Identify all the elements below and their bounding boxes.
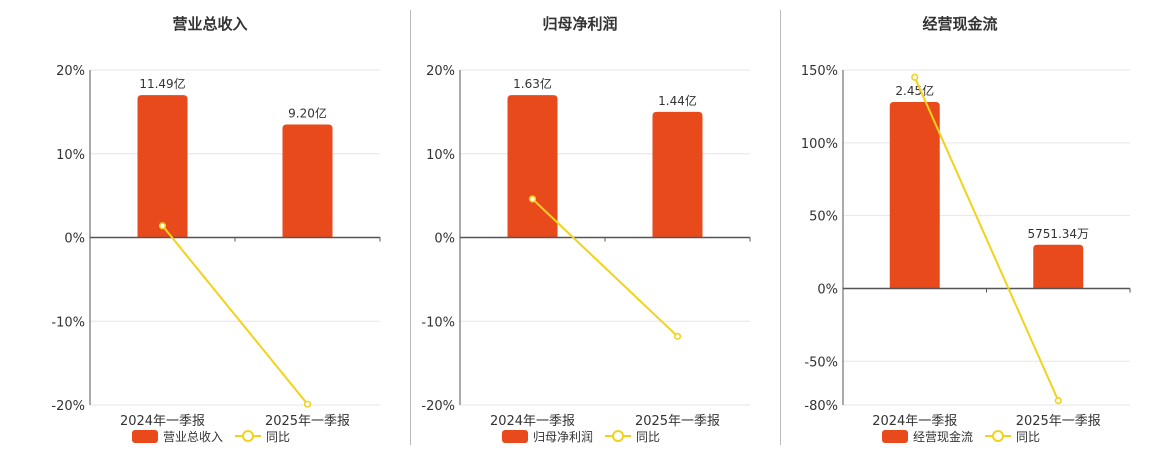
y-tick-label: -10% [421, 315, 455, 330]
x-tick-label: 2024年一季报 [120, 414, 205, 429]
yoy-line [161, 225, 309, 405]
bar-value-label: 2.45亿 [895, 83, 934, 98]
bar [137, 95, 188, 238]
bar [1033, 244, 1084, 289]
y-tick-label: 50% [809, 210, 838, 225]
legend-line-label: 同比 [636, 430, 660, 444]
yoy-point [158, 222, 167, 230]
y-tick-label: 0% [817, 282, 838, 297]
bar [282, 124, 333, 238]
legend-line-marker [992, 430, 1004, 442]
legend-bar-label: 营业总收入 [163, 430, 223, 444]
chart-panel-2: 归母净利润 20% 10% 0% -10% -20% 1.63亿 1.44亿 2024年一季报 2… [421, 15, 751, 444]
bar [889, 102, 940, 289]
legend-bar-swatch [882, 430, 908, 443]
y-tick-label: 10% [56, 148, 85, 163]
legend-bar-swatch [502, 430, 528, 443]
chart-title: 营业总收入 [172, 15, 247, 33]
chart-title: 经营现金流 [922, 15, 997, 33]
legend-line-label: 同比 [266, 430, 290, 444]
bar-value-label: 11.49亿 [139, 76, 185, 91]
bar-value-label: 1.44亿 [658, 93, 697, 108]
x-tick-label: 2024年一季报 [872, 414, 957, 429]
legend-line-label: 同比 [1016, 430, 1040, 444]
yoy-line [531, 198, 679, 338]
yoy-point [528, 195, 537, 203]
legend-line-marker [242, 430, 254, 442]
bar-value-label: 5751.34万 [1027, 227, 1089, 241]
y-tick-label: 150% [801, 64, 838, 79]
x-tick-label: 2024年一季报 [490, 414, 575, 429]
legend-line-marker [612, 430, 624, 442]
y-tick-label: 0% [434, 232, 455, 247]
y-tick-label: 20% [56, 64, 85, 79]
legend-bar-label: 归母净利润 [533, 430, 593, 444]
x-tick-label: 2025年一季报 [635, 414, 720, 429]
bar [507, 95, 558, 238]
y-tick-label: -10% [51, 315, 85, 330]
yoy-point [1054, 397, 1062, 405]
bar [652, 111, 703, 238]
legend-bar-swatch [132, 430, 158, 443]
bar-value-label: 9.20亿 [288, 105, 327, 120]
y-tick-label: 0% [64, 232, 85, 247]
bar-value-label: 1.63亿 [513, 76, 552, 91]
y-tick-label: -20% [421, 399, 455, 414]
y-tick-label: 10% [426, 148, 455, 163]
y-tick-label: -20% [51, 399, 85, 414]
yoy-point [911, 73, 919, 81]
yoy-line [913, 76, 1060, 402]
y-tick-label: 20% [426, 64, 455, 79]
legend-bar-label: 经营现金流 [913, 429, 973, 444]
yoy-point [673, 332, 682, 340]
chart-panel-1: 营业总收入 20% 10% 0% -10% -20% 11.49亿 9.20亿 2024年一季报… [51, 15, 381, 444]
chart-title: 归母净利润 [542, 15, 617, 33]
x-tick-label: 2025年一季报 [1016, 414, 1101, 429]
y-tick-label: -80% [804, 399, 838, 414]
yoy-point [303, 400, 312, 408]
y-tick-label: 100% [801, 137, 838, 152]
chart-panel-3: 经营现金流 150% 100% 50% 0% -50% -80% 2.45亿 5751.34万 2… [801, 15, 1131, 444]
x-tick-label: 2025年一季报 [265, 414, 350, 429]
y-tick-label: -50% [804, 355, 838, 370]
